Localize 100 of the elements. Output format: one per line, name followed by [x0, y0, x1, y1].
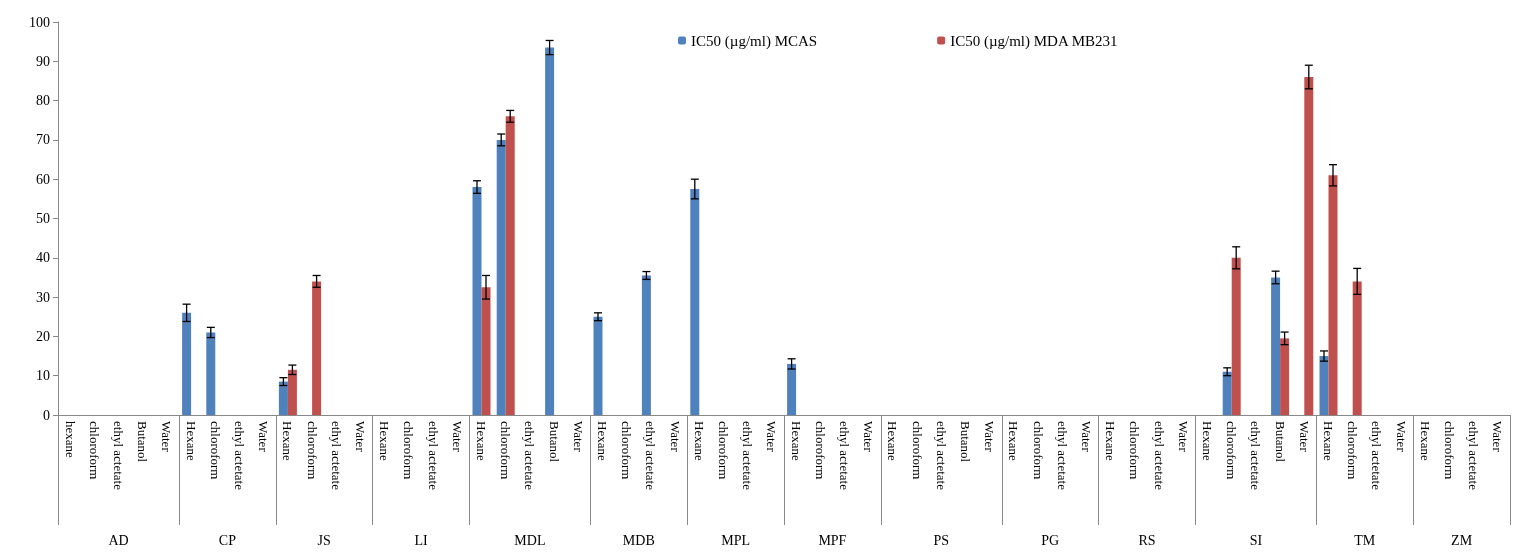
bar: [1328, 175, 1338, 415]
y-tick-label: 90: [36, 53, 50, 69]
x-tick-label: Water: [982, 421, 998, 453]
x-tick-label: chloroform: [716, 421, 731, 480]
x-tick-label: chloroform: [498, 421, 514, 480]
text: PG: [1041, 532, 1060, 548]
bar: [472, 187, 482, 415]
x-tick-label: ethyl actetate: [643, 421, 659, 491]
bar: [1304, 77, 1314, 415]
bar: [182, 312, 192, 415]
x-tick-label: chloroform: [401, 421, 417, 480]
text: MPL: [721, 532, 750, 548]
x-tick-label: Water: [1296, 421, 1312, 453]
x-tick-label: Hexane: [1321, 421, 1336, 461]
x-tick-label: chloroform: [86, 421, 102, 480]
x-tick-label: ethyl actetate: [1151, 421, 1167, 491]
x-tick-label: Butanol: [546, 421, 562, 463]
x-tick-label: Water: [449, 421, 465, 453]
x-tick-label: ethyl actetate: [1466, 421, 1482, 491]
bar: [787, 363, 797, 415]
text: CP: [218, 532, 237, 548]
x-tick-label: chloroform: [1030, 421, 1046, 480]
x-tick-label: Hexane: [474, 421, 489, 461]
y-tick-label: 100: [29, 14, 50, 30]
text: ZM: [1451, 532, 1473, 548]
x-tick-label: Water: [570, 421, 586, 453]
bar: [1352, 281, 1362, 415]
x-tick-label: ethyl actetate: [111, 421, 126, 491]
x-tick-label: Hexane: [1006, 421, 1022, 461]
text: JS: [317, 532, 331, 548]
x-tick-label: Hexane: [1417, 421, 1433, 461]
x-tick-label: Hexane: [691, 421, 707, 461]
x-tick-label: chloroform: [304, 421, 320, 480]
text: MDB: [622, 532, 655, 548]
bar: [641, 275, 651, 415]
x-tick-label: Hexane: [788, 421, 804, 461]
x-tick-label: Butanol: [958, 421, 973, 463]
x-tick-label: ethyl actetate: [522, 421, 538, 491]
x-tick-label: Water: [1490, 421, 1506, 453]
text: LI: [414, 532, 428, 548]
bar: [206, 332, 216, 415]
bar: [1231, 257, 1241, 415]
bar: [1319, 356, 1329, 415]
y-tick-label: 50: [36, 211, 50, 226]
x-tick-label: ethyl actetate: [425, 421, 441, 491]
bar: [312, 281, 322, 415]
bar: [287, 369, 297, 415]
x-tick-label: Hexane: [595, 421, 610, 461]
text: TM: [1354, 532, 1376, 548]
x-tick-label: Hexane: [183, 421, 199, 461]
x-tick-label: chloroform: [1442, 421, 1457, 480]
text: PS: [933, 532, 950, 548]
x-tick-label: ethyl actetate: [740, 421, 756, 491]
legend-label: IC50 (µg/ml) MDA MB231: [950, 32, 1118, 50]
x-tick-label: Water: [764, 421, 780, 453]
x-tick-label: ethyl actetate: [1248, 421, 1264, 491]
x-tick-label: Water: [256, 421, 272, 453]
bar: [1222, 371, 1232, 415]
x-tick-label: chloroform: [812, 421, 828, 480]
x-tick-label: Hexane: [280, 421, 296, 461]
x-tick-label: chloroform: [909, 421, 925, 480]
x-tick-label: Water: [667, 421, 683, 453]
y-tick-label: 80: [36, 93, 50, 109]
y-tick-label: 40: [36, 250, 50, 266]
x-tick-label: Butanol: [1272, 421, 1288, 463]
x-tick-label: Butanol: [135, 421, 151, 463]
legend-label: IC50 (µg/ml) MCAS: [691, 32, 818, 50]
x-tick-label: chloroform: [1224, 421, 1240, 480]
x-tick-label: Water: [1393, 421, 1409, 453]
x-tick-label: ethyl actetate: [232, 421, 247, 491]
x-tick-label: Water: [159, 421, 175, 453]
y-tick-label: 20: [36, 328, 50, 344]
x-tick-label: ethyl actetate: [1369, 421, 1385, 491]
x-tick-label: chloroform: [619, 421, 635, 480]
x-tick-label: Water: [861, 421, 877, 453]
x-tick-label: chloroform: [1345, 421, 1361, 480]
y-tick-label: 10: [36, 368, 50, 384]
y-tick-label: 0: [43, 407, 50, 423]
x-tick-label: Hexane: [1103, 421, 1119, 461]
bar: [505, 116, 515, 415]
text: MPF: [818, 532, 847, 548]
x-tick-label: hexane: [62, 421, 78, 459]
bar: [1280, 338, 1290, 415]
x-tick-label: chloroform: [1127, 421, 1143, 480]
x-tick-label: ethyl actetate: [1054, 421, 1070, 491]
x-tick-label: Hexane: [885, 421, 901, 461]
text: MDL: [514, 532, 546, 548]
x-tick-label: Hexane: [377, 421, 393, 461]
y-tick-label: 70: [36, 132, 50, 148]
bar: [1271, 277, 1281, 415]
x-tick-label: ethyl actetate: [328, 421, 344, 491]
y-tick-label: 30: [36, 289, 50, 305]
text: AD: [108, 532, 129, 548]
bar: [545, 47, 555, 415]
x-tick-label: ethyl actetate: [933, 421, 949, 491]
x-tick-label: Water: [1175, 421, 1191, 453]
bar: [690, 189, 700, 415]
text: SI: [1249, 532, 1263, 548]
bar: [496, 139, 506, 415]
bar: [481, 287, 491, 415]
